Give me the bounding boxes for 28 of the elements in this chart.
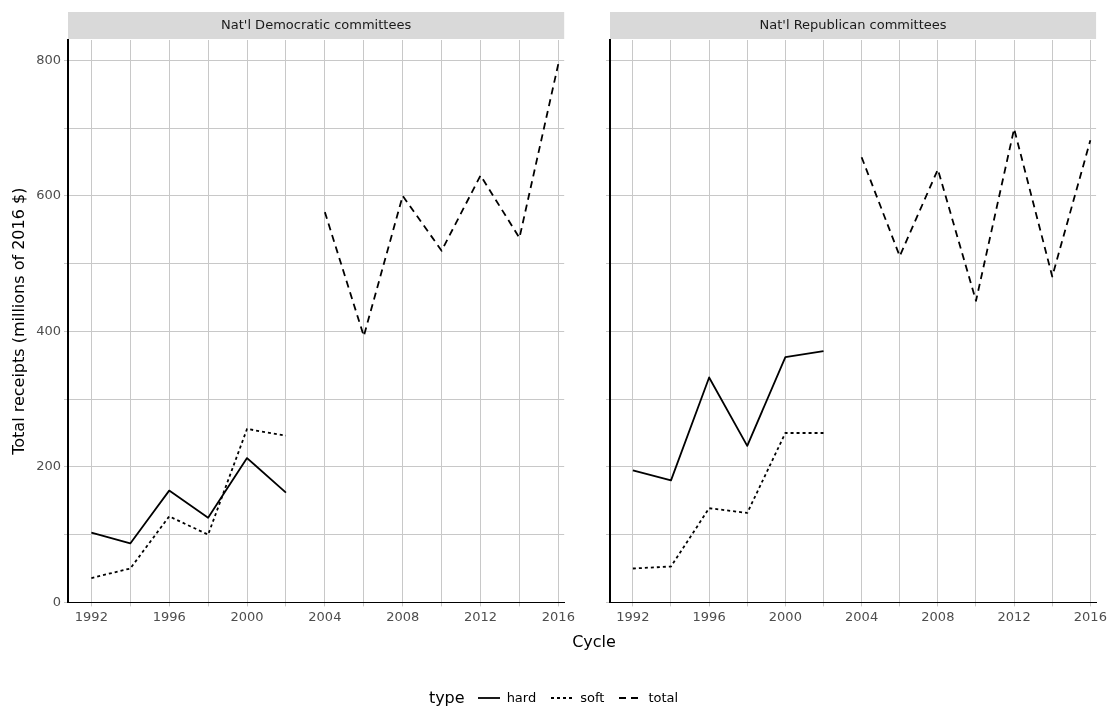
x-axis-title: Cycle — [571, 632, 617, 651]
y-tick-label: 600 — [36, 187, 62, 203]
x-tick-label: 1996 — [692, 608, 726, 624]
legend-label: soft — [580, 690, 605, 705]
legend-label: total — [648, 690, 679, 705]
x-tick-label: 2012 — [997, 608, 1031, 624]
x-tick-label: 1996 — [152, 608, 186, 624]
x-tick-label: 1992 — [616, 608, 650, 624]
x-tick-label: 2016 — [1073, 608, 1107, 624]
chart-title: Nat'l Republican committees — [759, 17, 947, 33]
x-tick-label: 2008 — [386, 608, 420, 624]
x-tick-label: 2012 — [463, 608, 498, 624]
legend-title: type — [428, 688, 465, 707]
y-tick-label: 200 — [36, 458, 62, 474]
legend-label: hard — [506, 690, 537, 705]
x-tick-label: 2000 — [768, 608, 802, 624]
x-tick-label: 2004 — [308, 608, 342, 624]
x-tick-label: 2004 — [845, 608, 879, 624]
y-tick-label: 800 — [36, 51, 62, 67]
y-tick-label: 400 — [36, 322, 62, 338]
x-tick-label: 2016 — [541, 608, 575, 624]
x-tick-label: 2008 — [921, 608, 955, 624]
line-series — [90, 428, 287, 579]
y-tick-label: 0 — [52, 593, 62, 609]
x-tick-label: 2000 — [230, 608, 264, 624]
x-tick-label: 1992 — [74, 608, 108, 624]
y-axis-title: Total receipts (millions of 2016 $) — [8, 187, 28, 456]
chart-title: Nat'l Democratic committees — [221, 17, 412, 33]
